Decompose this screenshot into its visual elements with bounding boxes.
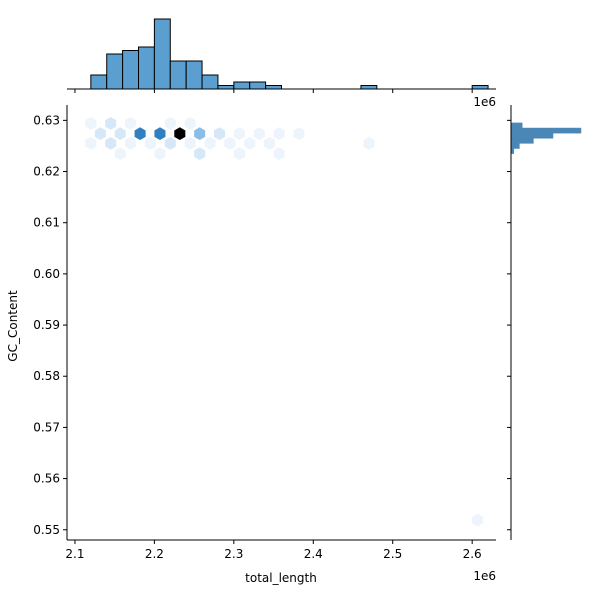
x-axis-ticks: 2.1 2.2 2.3 2.4 2.5 2.6	[65, 540, 482, 561]
y-histogram-bar	[510, 122, 523, 129]
y-histogram-bar	[510, 138, 534, 144]
y-tick-label: 0.57	[33, 420, 60, 434]
hexbin-cell	[233, 127, 245, 141]
hexbin-cell	[174, 127, 186, 141]
x-histogram-bar	[169, 60, 187, 90]
x-tick-label: 2.5	[383, 547, 402, 561]
hexbin-cell	[154, 127, 166, 141]
x-histogram-bar	[153, 18, 171, 90]
hexbin-cell	[105, 117, 117, 130]
y-histogram-bar	[510, 143, 520, 149]
hexbin-cell	[273, 147, 285, 161]
hexbin-cell	[184, 136, 196, 150]
y-axis-ticks: 0.55 0.56 0.57 0.58 0.59 0.60 0.61 0.62 0.63	[33, 113, 67, 537]
hexbin-cell	[363, 136, 375, 150]
x-histogram-bar	[201, 74, 219, 90]
hexbin-cell	[85, 136, 97, 150]
x-offset-label: 1e6	[473, 569, 496, 583]
hexbin-cell	[264, 136, 276, 150]
x-tick-label: 2.3	[224, 547, 243, 561]
y-tick-label: 0.56	[33, 472, 60, 486]
hexbin-cell	[273, 127, 285, 141]
y-marginal-histogram	[507, 105, 582, 540]
hexbin-cell	[194, 147, 206, 161]
hexbin-cell	[472, 513, 484, 527]
hexbin-cell	[85, 117, 97, 130]
x-histogram-bars	[90, 18, 489, 90]
hexbin-cell	[94, 127, 106, 141]
x-histogram-bar	[90, 74, 108, 90]
hexbin-cell	[144, 136, 156, 150]
hexbin-cell	[224, 136, 236, 150]
x-axis-label: total_length	[245, 571, 317, 585]
hexbin-cell	[204, 136, 216, 150]
hexbin-cell	[253, 127, 265, 141]
x-histogram-bar	[360, 85, 378, 90]
y-tick-label: 0.58	[33, 369, 60, 383]
x-histogram-bar	[106, 53, 124, 90]
hexbin-cell	[194, 127, 206, 141]
hexbin-cell	[213, 127, 226, 141]
hexbin-cell	[164, 117, 176, 130]
hexbin-cell	[164, 136, 176, 150]
x-histogram-bar	[217, 85, 235, 90]
y-tick-label: 0.62	[33, 165, 60, 179]
x-marginal-histogram: 1e6	[67, 18, 496, 109]
x-histogram-bar	[265, 85, 283, 90]
y-histogram-ticks	[507, 119, 511, 531]
hexbin-cell	[125, 117, 137, 130]
x-histogram-bar	[185, 60, 203, 90]
hexbin-cell	[244, 136, 256, 150]
hexbin-cell	[114, 127, 126, 141]
hexbin-cell	[233, 147, 245, 161]
x-histogram-bar	[138, 46, 155, 90]
x-histogram-ticks	[74, 89, 473, 93]
x-tick-label: 2.4	[304, 547, 323, 561]
y-tick-label: 0.55	[33, 523, 60, 537]
hexbin-panel: 2.1 2.2 2.3 2.4 2.5 2.6 0.550.560.570.580.590…	[6, 105, 496, 585]
hexbin-cell	[184, 117, 196, 130]
y-tick-label: 0.63	[33, 113, 60, 127]
x-histogram-bar	[233, 81, 251, 90]
y-tick-label: 0.60	[33, 267, 60, 281]
hexbin-layer	[85, 117, 484, 527]
hexbin-cell	[105, 136, 117, 150]
y-histogram-bar	[510, 127, 582, 134]
y-tick-label: 0.59	[33, 318, 60, 332]
hexbin-cell	[114, 147, 126, 161]
x-histogram-bar	[122, 50, 140, 90]
y-histogram-bars	[510, 122, 582, 154]
y-tick-label: 0.61	[33, 216, 60, 230]
hexbin-cell	[134, 127, 146, 141]
hexbin-cell	[125, 136, 137, 150]
y-histogram-bar	[510, 132, 554, 139]
x-tick-label: 2.1	[65, 547, 84, 561]
x-tick-label: 2.2	[145, 547, 164, 561]
hexbin-cell	[154, 147, 166, 161]
hexbin-cell	[293, 127, 305, 141]
x-tick-label: 2.6	[463, 547, 482, 561]
x-histogram-bar	[249, 81, 267, 90]
hist-offset-label: 1e6	[473, 95, 496, 109]
y-axis-label: GC_Content	[6, 290, 20, 362]
x-histogram-bar	[471, 85, 489, 90]
